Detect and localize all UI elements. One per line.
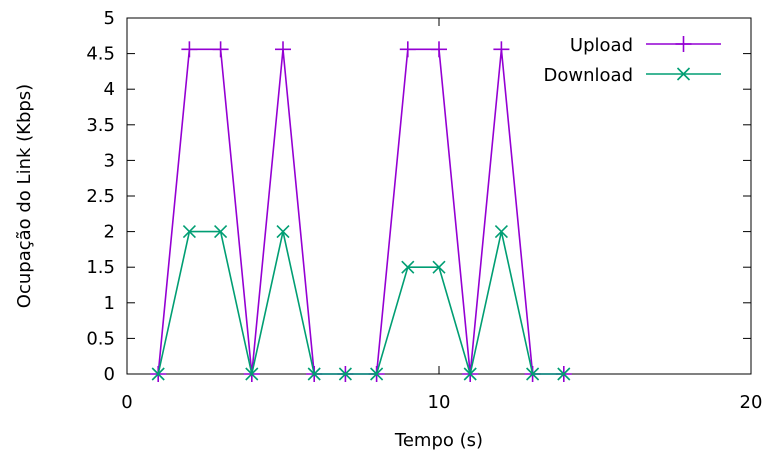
cross-marker bbox=[276, 225, 290, 239]
series-line-download bbox=[157, 230, 564, 375]
x-tick-label: 10 bbox=[428, 392, 451, 413]
x-tick-label: 20 bbox=[740, 392, 763, 413]
legend-label: Download bbox=[544, 65, 633, 86]
cross-marker bbox=[307, 367, 321, 381]
y-tick-label: 3 bbox=[104, 150, 115, 171]
series-download bbox=[151, 225, 571, 381]
cross-marker bbox=[245, 367, 259, 381]
plus-marker bbox=[181, 41, 198, 58]
legend-item-upload: Upload bbox=[570, 35, 721, 56]
plus-marker bbox=[493, 41, 510, 58]
plus-marker bbox=[212, 41, 229, 58]
y-tick-label: 4 bbox=[104, 79, 115, 100]
plus-marker bbox=[431, 41, 447, 58]
x-axis-ticks: 0 10 20 bbox=[121, 18, 762, 413]
cross-marker bbox=[370, 367, 384, 381]
cross-marker bbox=[338, 367, 352, 381]
y-tick-label: 1.5 bbox=[86, 257, 115, 278]
legend-item-download: Download bbox=[544, 65, 721, 86]
cross-marker bbox=[676, 67, 691, 81]
legend-label: Upload bbox=[570, 35, 633, 56]
x-axis-label: Tempo (s) bbox=[394, 430, 483, 451]
y-axis-label: Ocupação do Link (Kbps) bbox=[14, 84, 35, 308]
cross-marker bbox=[151, 367, 165, 381]
y-tick-label: 0 bbox=[104, 364, 115, 385]
series-upload bbox=[150, 41, 572, 382]
plus-marker bbox=[275, 41, 291, 58]
cross-marker bbox=[557, 367, 571, 381]
cross-marker bbox=[401, 260, 415, 274]
plot-frame bbox=[126, 17, 752, 375]
cross-marker bbox=[432, 260, 446, 274]
cross-marker bbox=[494, 225, 508, 239]
cross-marker bbox=[526, 367, 540, 381]
cross-marker bbox=[463, 367, 477, 381]
y-tick-label: 3.5 bbox=[86, 115, 115, 136]
y-tick-label: 4.5 bbox=[86, 44, 115, 65]
cross-marker bbox=[182, 225, 196, 239]
y-tick-label: 1 bbox=[104, 293, 115, 314]
series-line-upload bbox=[157, 48, 564, 375]
series-layer bbox=[150, 41, 572, 382]
plus-marker bbox=[675, 36, 692, 52]
y-tick-label: 0.5 bbox=[86, 328, 115, 349]
y-tick-label: 5 bbox=[104, 8, 115, 29]
cross-marker bbox=[214, 225, 228, 239]
y-tick-label: 2.5 bbox=[86, 186, 115, 207]
y-axis-ticks: 0 0.5 1 1.5 2 2.5 3 3.5 4 4.5 5 bbox=[86, 8, 751, 385]
x-tick-label: 0 bbox=[121, 392, 132, 413]
y-tick-label: 2 bbox=[104, 222, 115, 243]
legend: Upload Download bbox=[544, 35, 721, 86]
plus-marker bbox=[399, 41, 416, 58]
